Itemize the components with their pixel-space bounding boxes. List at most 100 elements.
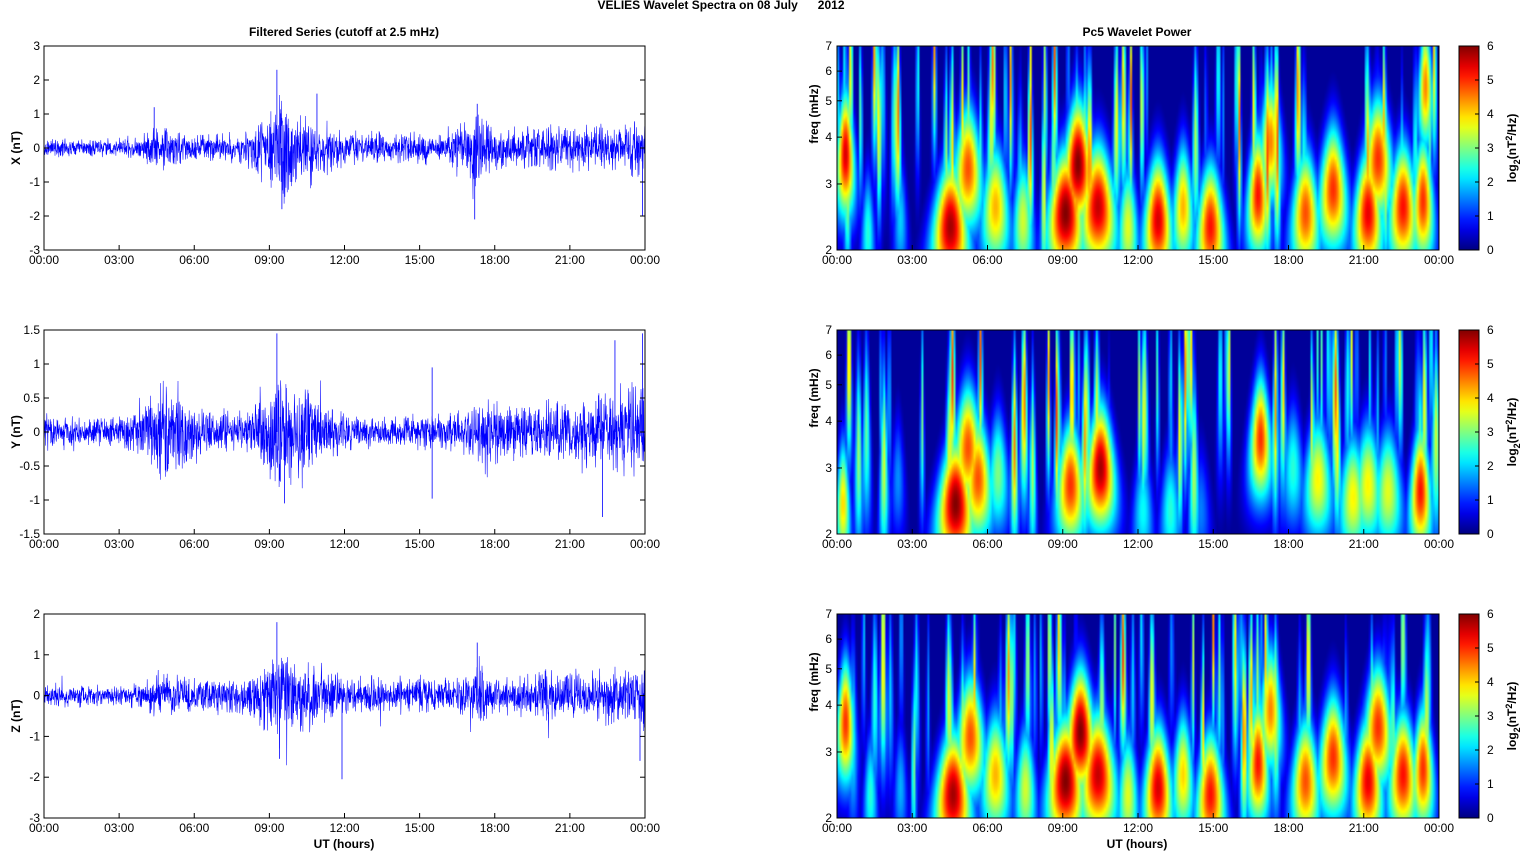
wp-xtick-label: 00:00 xyxy=(1424,537,1454,551)
ts-xtick-label: 09:00 xyxy=(254,537,284,551)
colorbar-tick-label: 3 xyxy=(1487,709,1494,723)
colorbar-tick-label: 6 xyxy=(1487,607,1494,621)
wp-xtick-label: 03:00 xyxy=(897,537,927,551)
ts-xtick-label: 06:00 xyxy=(179,537,209,551)
ytick-label: -1 xyxy=(29,729,40,743)
ts-xtick-label: 00:00 xyxy=(630,821,660,835)
ytick-label: 2 xyxy=(33,73,40,87)
ts-xtick-label: 06:00 xyxy=(179,253,209,267)
ytick-label: 4 xyxy=(825,414,832,428)
colorbar-tick-label: 1 xyxy=(1487,209,1494,223)
wavelet-power-image xyxy=(837,46,1439,250)
right-column-title: Pc5 Wavelet Power xyxy=(1083,25,1192,39)
ts-xtick-label: 18:00 xyxy=(480,253,510,267)
wp-xtick-label: 00:00 xyxy=(822,821,852,835)
ts-xtick-label: 00:00 xyxy=(29,537,59,551)
ytick-label: -1.5 xyxy=(19,527,40,541)
ts-xtick-label: 21:00 xyxy=(555,253,585,267)
wp-xtick-label: 00:00 xyxy=(1424,253,1454,267)
colorbar-tick-label: 5 xyxy=(1487,641,1494,655)
wp-xtick-label: 15:00 xyxy=(1198,253,1228,267)
colorbar-label-part: 2 xyxy=(1504,420,1514,425)
timeseries-panel-y: 1.510.50-0.5-1-1.500:00 03:00 06:00 09:00 12… xyxy=(9,323,660,551)
ts-xtick-label: 03:00 xyxy=(104,537,134,551)
ytick-label: 0.5 xyxy=(23,391,40,405)
colorbar-label-part: /Hz) xyxy=(1505,398,1519,420)
ts-xtick-label: 21:00 xyxy=(555,537,585,551)
ytick-label: 2 xyxy=(825,527,832,541)
ytick-label: 5 xyxy=(825,94,832,108)
ytick-label: 7 xyxy=(825,39,832,53)
wp-xtick-label: 06:00 xyxy=(972,253,1002,267)
ytick-label: -0.5 xyxy=(19,459,40,473)
timeseries-panel-z: 210-1-2-300:00 03:00 06:00 09:00 12:00 15:00 1… xyxy=(9,607,660,835)
colorbar-label-part: /Hz) xyxy=(1505,114,1519,136)
colorbar-tick-label: 1 xyxy=(1487,493,1494,507)
figure-title: VELIES Wavelet Spectra on 08 July 2012 xyxy=(598,0,845,12)
ytick-label: -3 xyxy=(29,811,40,825)
wp-xtick-label: 03:00 xyxy=(897,253,927,267)
wavelet-power-image xyxy=(837,330,1439,534)
ts-xtick-label: 00:00 xyxy=(630,253,660,267)
colorbar-tick-label: 1 xyxy=(1487,777,1494,791)
ts-xtick-label: 18:00 xyxy=(480,537,510,551)
ts-xtick-label: 03:00 xyxy=(104,821,134,835)
wp-xtick-label: 06:00 xyxy=(972,537,1002,551)
ytick-label: -1 xyxy=(29,493,40,507)
ytick-label: 1 xyxy=(33,357,40,371)
wp-xtick-label: 09:00 xyxy=(1048,821,1078,835)
ytick-label: 4 xyxy=(825,130,832,144)
colorbar-label-part: (nT xyxy=(1505,708,1519,727)
colorbar-tick-label: 2 xyxy=(1487,743,1494,757)
colorbar-label-part: log xyxy=(1505,164,1519,182)
ts-xtick-label: 00:00 xyxy=(630,537,660,551)
colorbar-label: log2(nT2/Hz) xyxy=(1504,398,1522,467)
colorbar-tick-label: 6 xyxy=(1487,323,1494,337)
ytick-label: 6 xyxy=(825,632,832,646)
ts-xtick-label: 12:00 xyxy=(329,537,359,551)
colorbar-label-part: 2 xyxy=(1512,443,1522,448)
ytick-label: 1 xyxy=(33,648,40,662)
left-column-title: Filtered Series (cutoff at 2.5 mHz) xyxy=(249,25,439,39)
wp-xtick-label: 15:00 xyxy=(1198,537,1228,551)
ytick-label: -3 xyxy=(29,243,40,257)
ts-xtick-label: 09:00 xyxy=(254,821,284,835)
wp-xtick-label: 21:00 xyxy=(1349,821,1379,835)
colorbar-tick-label: 4 xyxy=(1487,391,1494,405)
wp-xtick-label: 09:00 xyxy=(1048,253,1078,267)
trace-line xyxy=(43,656,646,766)
trace-line xyxy=(43,380,646,489)
wp-xtick-label: 12:00 xyxy=(1123,821,1153,835)
ytick-label: 4 xyxy=(825,698,832,712)
colorbar-tick-label: 2 xyxy=(1487,175,1494,189)
colorbar-tick-label: 0 xyxy=(1487,811,1494,825)
y-axis-label: freq (mHz) xyxy=(807,368,821,427)
ytick-label: -2 xyxy=(29,770,40,784)
wp-xtick-label: 00:00 xyxy=(822,253,852,267)
colorbar-label: log2(nT2/Hz) xyxy=(1504,682,1522,751)
colorbar-label-part: 2 xyxy=(1512,159,1522,164)
colorbar-tick-label: 6 xyxy=(1487,39,1494,53)
wp-xtick-label: 09:00 xyxy=(1048,537,1078,551)
ytick-label: 1.5 xyxy=(23,323,40,337)
ts-xtick-label: 00:00 xyxy=(29,821,59,835)
colorbar-tick-label: 2 xyxy=(1487,459,1494,473)
colorbar-label-part: 2 xyxy=(1512,727,1522,732)
ts-xtick-label: 15:00 xyxy=(405,821,435,835)
colorbar-label-part: /Hz) xyxy=(1505,682,1519,704)
right-xlabel: UT (hours) xyxy=(1107,837,1168,851)
wp-xtick-label: 21:00 xyxy=(1349,253,1379,267)
ytick-label: 3 xyxy=(825,745,832,759)
colorbar-tick-label: 4 xyxy=(1487,675,1494,689)
ytick-label: -2 xyxy=(29,209,40,223)
wp-xtick-label: 12:00 xyxy=(1123,253,1153,267)
y-axis-label: Z (nT) xyxy=(9,699,23,732)
ts-xtick-label: 15:00 xyxy=(405,537,435,551)
ytick-label: 2 xyxy=(33,607,40,621)
wavelet-power-image xyxy=(837,614,1439,818)
wp-xtick-label: 06:00 xyxy=(972,821,1002,835)
ts-xtick-label: 03:00 xyxy=(104,253,134,267)
